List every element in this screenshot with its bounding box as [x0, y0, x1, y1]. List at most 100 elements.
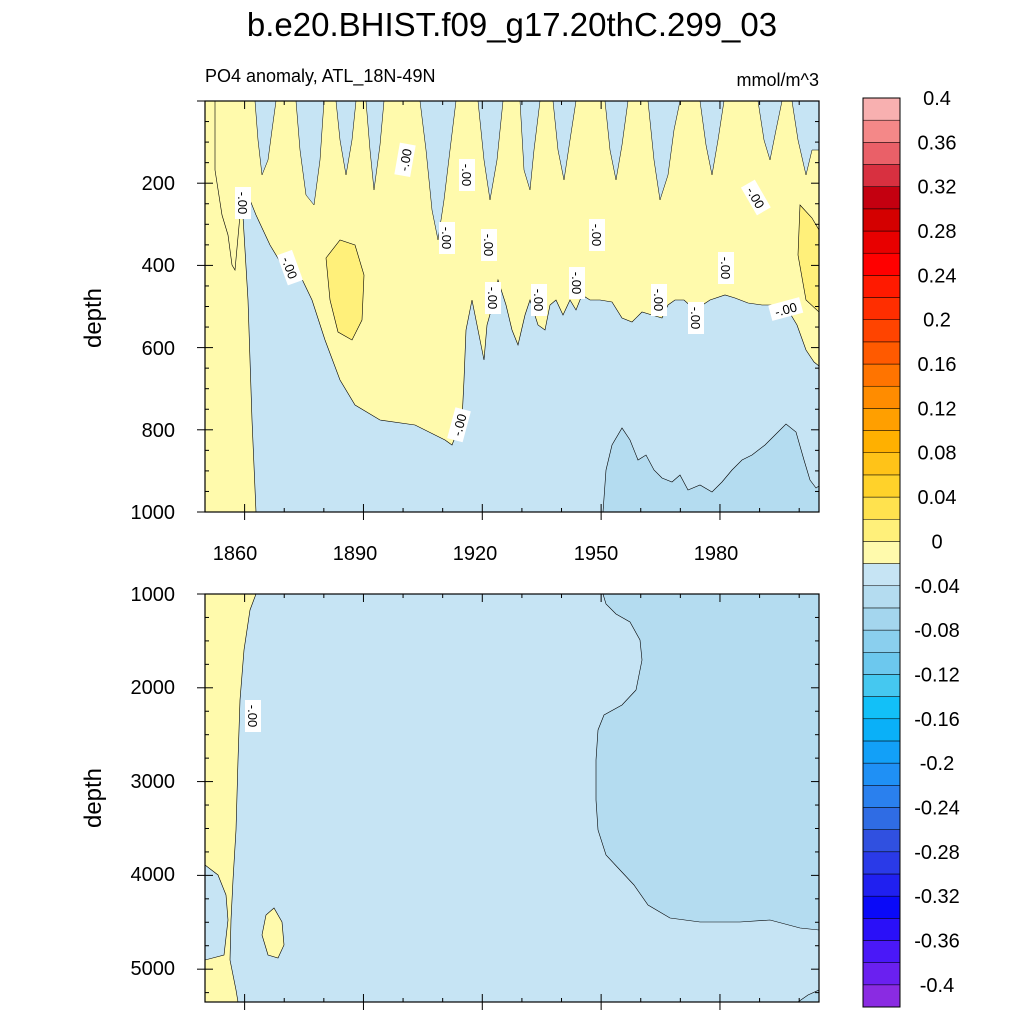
colorbar-swatch — [862, 208, 901, 232]
colorbar-swatch — [862, 829, 901, 853]
x-tick-labels: 1860 1890 1920 1950 1980 — [213, 543, 739, 565]
chart-units: mmol/m^3 — [737, 70, 819, 90]
colorbar-tick-label: 0.08 — [918, 443, 957, 465]
upper-panel: -.00 -.00 -.00 -.00 -.00 -.00 -.00 -.00 … — [80, 100, 820, 524]
contour-label: -.00 — [651, 289, 666, 311]
lower-negative-region — [595, 594, 819, 931]
x-tick-label: 1920 — [453, 543, 498, 565]
colorbar-swatch — [862, 851, 901, 875]
colorbar-swatch — [862, 230, 901, 254]
contour-label: -.00 — [459, 164, 474, 186]
colorbar-tick-label: -0.12 — [914, 664, 960, 686]
y-tick-label: 5000 — [131, 958, 176, 980]
colorbar-swatch — [862, 97, 901, 121]
colorbar-swatch — [862, 607, 901, 631]
colorbar-swatch — [862, 652, 901, 675]
colorbar-tick-label: 0.28 — [918, 221, 957, 243]
colorbar-swatch — [862, 518, 901, 542]
colorbar-tick-label: 0.4 — [923, 88, 951, 110]
upper-near-surface-streaks — [254, 101, 819, 241]
colorbar-swatch — [862, 275, 901, 298]
y-tick-label: 1000 — [131, 584, 176, 606]
lower-y-tick-labels: 1000 2000 3000 4000 5000 — [131, 584, 176, 980]
chart-subtitle-left: PO4 anomaly, ATL_18N-49N — [205, 66, 435, 87]
contour-label: -.00 — [439, 227, 454, 249]
colorbar-tick-label: -0.2 — [920, 753, 954, 775]
colorbar-swatch — [862, 452, 901, 476]
colorbar-swatch — [862, 142, 901, 165]
colorbar-tick-label: -0.36 — [914, 930, 960, 952]
y-tick-label: 600 — [142, 338, 175, 360]
colorbar-swatch — [862, 740, 901, 764]
colorbar-swatch — [862, 984, 901, 1008]
upper-contour-labels: -.00 -.00 -.00 -.00 -.00 -.00 -.00 -.00 … — [235, 142, 804, 443]
colorbar-swatch — [862, 474, 901, 498]
colorbar-tick-label: 0.32 — [918, 177, 957, 199]
colorbar-swatch — [862, 696, 901, 720]
y-tick-label: 2000 — [131, 677, 176, 699]
y-tick-label: 400 — [142, 255, 175, 277]
colorbar-tick-label: 0.12 — [918, 398, 957, 420]
colorbar-tick-label: 0 — [931, 531, 942, 553]
colorbar-swatch — [862, 807, 901, 830]
contour-label: -.00 — [235, 192, 250, 214]
colorbar: -0.4 -0.36 -0.32 -0.28 -0.24 -0.2 -0.16 -0.12 -0… — [862, 88, 960, 1008]
colorbar-swatch — [862, 563, 901, 587]
colorbar-tick-label: -0.4 — [920, 975, 954, 997]
colorbar-swatch — [862, 119, 901, 143]
y-tick-label: 800 — [142, 420, 175, 442]
colorbar-swatch — [862, 164, 901, 187]
lower-panel: -.00 1000 2000 3000 4000 5000 depth — [80, 584, 820, 1010]
contour-label: -.00 — [718, 257, 733, 279]
colorbar-swatch — [862, 762, 901, 786]
lower-contour-labels: -.00 — [245, 700, 261, 732]
colorbar-tick-label: -0.08 — [914, 620, 960, 642]
x-tick-label: 1980 — [694, 543, 739, 565]
colorbar-swatch — [862, 319, 901, 343]
contour-label: -.00 — [485, 287, 500, 309]
colorbar-tick-label: -0.16 — [914, 709, 960, 731]
y-tick-label: 4000 — [131, 864, 176, 886]
y-tick-label: 3000 — [131, 771, 176, 793]
chart-title: b.e20.BHIST.f09_g17.20thC.299_03 — [247, 6, 777, 43]
lower-positive-blob — [261, 907, 285, 959]
colorbar-tick-label: -0.28 — [914, 842, 960, 864]
lower-positive-region — [205, 594, 257, 1002]
colorbar-tick-label: 0.2 — [923, 310, 951, 332]
colorbar-swatch — [862, 430, 901, 453]
contour-label: -.00 — [531, 289, 546, 311]
x-tick-label: 1890 — [333, 543, 378, 565]
colorbar-swatch — [862, 585, 901, 609]
colorbar-swatch — [862, 363, 901, 387]
lower-y-axis-label: depth — [80, 768, 107, 828]
colorbar-swatch — [862, 408, 901, 431]
colorbar-swatch — [862, 341, 901, 365]
contour-label: -.00 — [396, 148, 415, 173]
colorbar-swatch — [862, 385, 901, 409]
colorbar-swatch — [862, 873, 901, 897]
lower-panel-frame — [204, 593, 820, 1003]
y-tick-label: 1000 — [131, 502, 176, 524]
colorbar-swatch — [862, 940, 901, 963]
colorbar-swatch — [862, 785, 901, 808]
colorbar-tick-label: 0.16 — [918, 354, 957, 376]
colorbar-swatch — [862, 718, 901, 742]
contour-label: -.00 — [589, 224, 604, 246]
colorbar-swatch — [862, 918, 901, 941]
colorbar-tick-label: -0.24 — [914, 797, 960, 819]
contour-label: -.00 — [449, 412, 469, 438]
colorbar-swatch — [862, 674, 901, 697]
x-tick-label: 1950 — [574, 543, 619, 565]
upper-y-tick-labels: 200 400 600 800 1000 — [131, 173, 176, 524]
colorbar-tick-label: -0.04 — [914, 576, 960, 598]
colorbar-swatch — [862, 496, 901, 520]
colorbar-swatch — [862, 186, 901, 210]
upper-y-axis-label: depth — [80, 288, 107, 348]
colorbar-tick-label: 0.36 — [918, 132, 957, 154]
upper-positive-core-right — [797, 204, 819, 313]
contour-label: -.00 — [481, 234, 496, 256]
colorbar-swatch — [862, 629, 901, 653]
contour-label: -.00 — [688, 307, 703, 329]
colorbar-tick-label: 0.04 — [918, 487, 957, 509]
